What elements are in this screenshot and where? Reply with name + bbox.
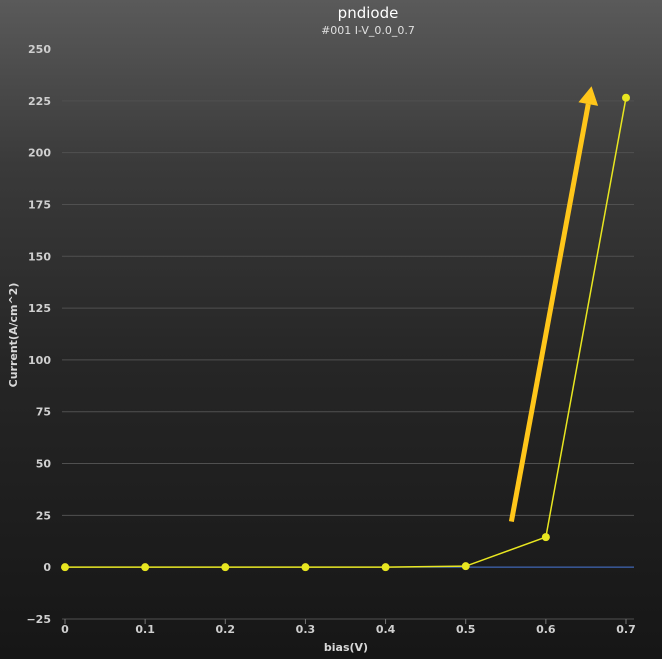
y-tick-label: 175 [28,198,51,211]
series-line [65,97,627,568]
x-axis-ticks: 0 0.1 0.2 0.3 0.4 0.5 0.6 0.7 [61,619,636,636]
data-point[interactable] [301,563,310,572]
x-tick-label: 0.2 [216,623,236,636]
data-point[interactable] [622,93,630,102]
annotation-arrow [508,86,599,523]
chart-title: pndiode [338,4,399,22]
y-tick-label: 150 [28,250,51,263]
y-tick-label: 225 [28,95,51,108]
data-point[interactable] [221,563,230,572]
y-tick-label: 250 [28,43,51,56]
x-tick-label: 0.5 [456,623,476,636]
x-tick-label: 0 [61,623,69,636]
x-tick-label: 0.3 [296,623,316,636]
arrow-head [578,86,599,106]
y-tick-label: 200 [28,147,51,160]
data-point[interactable] [141,563,150,572]
x-tick-label: 0.1 [135,623,155,636]
chart-subtitle: #001 I-V_0.0_0.7 [321,24,415,37]
y-tick-label: 50 [36,458,52,471]
data-point[interactable] [61,563,69,572]
x-axis-label: bias(V) [324,641,368,654]
y-tick-label: 0 [43,561,51,574]
data-point[interactable] [541,533,550,542]
y-tick-label: 75 [36,406,51,419]
data-point[interactable] [381,563,390,572]
y-tick-label: −25 [26,613,51,626]
arrow-shaft [508,103,591,523]
y-tick-label: 100 [28,354,51,367]
data-point[interactable] [461,562,470,571]
y-tick-label: 25 [36,509,51,522]
y-axis-label: Current(A/cm^2) [7,283,20,388]
y-tick-label: 125 [28,302,51,315]
x-tick-label: 0.6 [536,623,556,636]
x-tick-label: 0.7 [616,623,636,636]
series-layer [61,93,630,572]
x-tick-label: 0.4 [376,623,396,636]
